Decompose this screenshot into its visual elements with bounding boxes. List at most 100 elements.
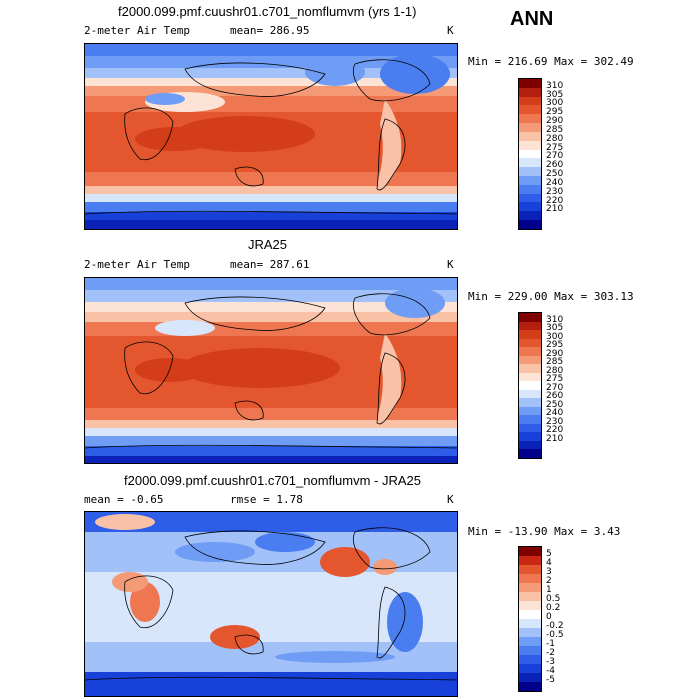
colorbar-swatch xyxy=(519,556,541,565)
colorbar-swatch xyxy=(519,149,541,159)
panel3-colorbar xyxy=(518,546,542,692)
colorbar-swatch xyxy=(519,364,541,373)
colorbar-swatch xyxy=(519,415,541,424)
colorbar-level-label: 250 xyxy=(546,169,564,180)
colorbar-level-label: 290 xyxy=(546,116,564,127)
colorbar-swatch xyxy=(519,347,541,356)
colorbar-swatch xyxy=(519,574,541,583)
panel3-rmse: rmse = 1.78 xyxy=(230,493,303,506)
colorbar-level-label: -2 xyxy=(546,648,555,658)
colorbar-swatch xyxy=(519,372,541,382)
colorbar-swatch xyxy=(519,610,541,619)
colorbar-swatch xyxy=(519,79,541,88)
colorbar-level-label: 310 xyxy=(546,314,564,325)
colorbar-swatch xyxy=(519,682,541,691)
colorbar-level-label: -1 xyxy=(546,639,555,649)
panel2-minmax: Min = 229.00 Max = 303.13 xyxy=(468,290,634,303)
colorbar-swatch xyxy=(519,432,541,441)
colorbar-level-label: 260 xyxy=(546,391,564,402)
colorbar-level-label: 295 xyxy=(546,107,564,118)
panel1-minmax: Min = 216.69 Max = 302.49 xyxy=(468,55,634,68)
colorbar-swatch xyxy=(519,389,541,399)
colorbar-level-label: 240 xyxy=(546,408,564,419)
colorbar-swatch xyxy=(519,313,541,322)
colorbar-swatch xyxy=(519,423,541,433)
colorbar-swatch xyxy=(519,220,541,229)
colorbar-swatch xyxy=(519,202,541,212)
colorbar-level-label: 250 xyxy=(546,399,564,410)
colorbar-swatch xyxy=(519,158,541,168)
colorbar-level-label: 220 xyxy=(546,195,564,206)
colorbar-level-label: 0.2 xyxy=(546,603,561,613)
colorbar-swatch xyxy=(519,114,541,124)
colorbar-swatch xyxy=(519,211,541,220)
colorbar-swatch xyxy=(519,123,541,132)
panel3-mean: mean = -0.65 xyxy=(84,493,164,506)
panel2-unit: K xyxy=(447,258,454,271)
colorbar-swatch xyxy=(519,449,541,458)
colorbar-swatch xyxy=(519,673,541,682)
panel2-mean: mean= 287.61 xyxy=(230,258,310,271)
colorbar-level-label: 0 xyxy=(546,612,552,622)
colorbar-level-label: 0.5 xyxy=(546,594,561,604)
colorbar-swatch xyxy=(519,619,541,628)
colorbar-level-label: 275 xyxy=(546,142,564,153)
colorbar-level-label: -0.2 xyxy=(546,621,564,631)
colorbar-level-label: -4 xyxy=(546,666,555,676)
colorbar-level-label: 270 xyxy=(546,382,564,393)
colorbar-level-label: 230 xyxy=(546,416,564,427)
season-label: ANN xyxy=(510,8,554,30)
colorbar-level-label: 2 xyxy=(546,576,552,586)
colorbar-swatch xyxy=(519,355,541,365)
colorbar-level-label: 295 xyxy=(546,340,564,351)
colorbar-level-label: 275 xyxy=(546,374,564,385)
panel2-colorbar xyxy=(518,312,542,459)
colorbar-swatch xyxy=(519,175,541,185)
colorbar-level-label: 4 xyxy=(546,558,552,568)
panel2-map xyxy=(84,277,458,464)
colorbar-swatch xyxy=(519,105,541,115)
colorbar-level-label: 285 xyxy=(546,124,564,135)
panel3-minmax: Min = -13.90 Max = 3.43 xyxy=(468,525,621,538)
panel1-field: 2-meter Air Temp xyxy=(84,24,190,37)
colorbar-swatch xyxy=(519,664,541,673)
colorbar-swatch xyxy=(519,547,541,556)
colorbar-swatch xyxy=(519,637,541,646)
colorbar-level-label: 280 xyxy=(546,365,564,376)
colorbar-level-label: 260 xyxy=(546,160,564,171)
panel3-title: f2000.099.pmf.cuushr01.c701_nomflumvm - … xyxy=(124,473,421,488)
panel1-mean: mean= 286.95 xyxy=(230,24,310,37)
colorbar-level-label: 305 xyxy=(546,89,564,100)
colorbar-swatch xyxy=(519,583,541,592)
colorbar-swatch xyxy=(519,646,541,655)
colorbar-level-label: 280 xyxy=(546,133,564,144)
colorbar-level-label: 285 xyxy=(546,357,564,368)
colorbar-swatch xyxy=(519,565,541,574)
panel1-unit: K xyxy=(447,24,454,37)
panel3-unit: K xyxy=(447,493,454,506)
colorbar-swatch xyxy=(519,592,541,601)
colorbar-level-label: 300 xyxy=(546,98,564,109)
colorbar-level-label: 210 xyxy=(546,204,564,215)
colorbar-level-label: 310 xyxy=(546,80,564,91)
colorbar-level-label: -5 xyxy=(546,675,555,685)
panel3-map xyxy=(84,511,458,697)
colorbar-swatch xyxy=(519,406,541,416)
colorbar-level-label: -3 xyxy=(546,657,555,667)
colorbar-level-label: 270 xyxy=(546,151,564,162)
colorbar-level-label: 290 xyxy=(546,348,564,359)
colorbar-level-label: 230 xyxy=(546,186,564,197)
colorbar-level-label: 240 xyxy=(546,177,564,188)
colorbar-swatch xyxy=(519,338,541,348)
panel2-title: JRA25 xyxy=(248,237,288,252)
panel1-title: f2000.099.pmf.cuushr01.c701_nomflumvm (y… xyxy=(118,4,417,19)
colorbar-level-label: 305 xyxy=(546,323,564,334)
colorbar-swatch xyxy=(519,330,541,339)
colorbar-level-label: 210 xyxy=(546,433,564,444)
colorbar-swatch xyxy=(519,167,541,176)
colorbar-swatch xyxy=(519,440,541,450)
colorbar-swatch xyxy=(519,184,541,194)
colorbar-swatch xyxy=(519,398,541,407)
colorbar-swatch xyxy=(519,131,541,141)
colorbar-level-label: 3 xyxy=(546,567,552,577)
